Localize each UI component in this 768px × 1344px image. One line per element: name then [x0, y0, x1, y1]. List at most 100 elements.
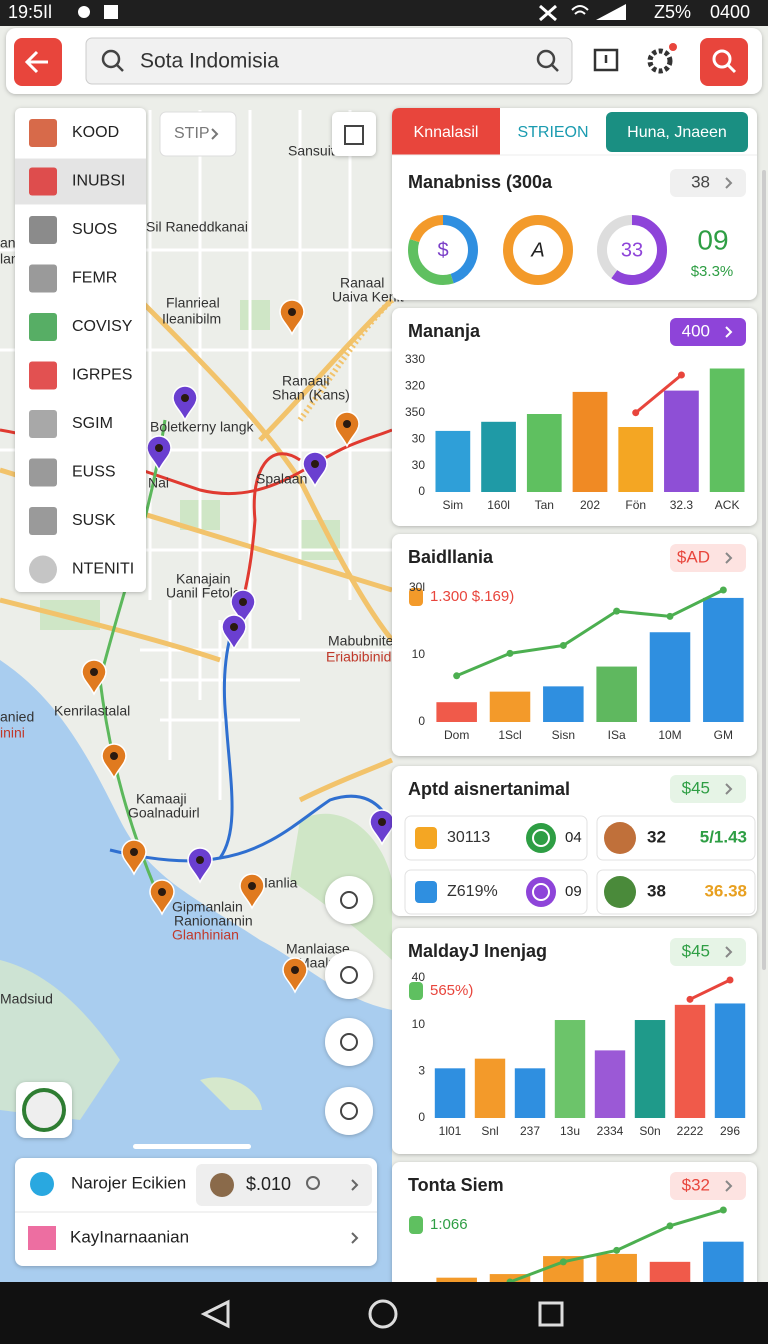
menu-item[interactable]: EUSS — [72, 464, 116, 481]
map-label: lan — [0, 251, 19, 267]
menu-item[interactable]: SUOS — [72, 221, 117, 238]
y-tick-label: 30 — [412, 431, 426, 445]
menu-item[interactable]: NTENITI — [72, 561, 134, 578]
map-label: Sil Raneddkanai — [146, 219, 248, 235]
search-icon[interactable] — [536, 49, 556, 69]
stat-label: Z619% — [447, 883, 498, 900]
pin-dot — [288, 308, 296, 316]
badge-label: $45 — [682, 941, 710, 960]
map-action-icon — [340, 966, 358, 984]
y-tick-label: 0 — [418, 1110, 425, 1124]
map-pin[interactable] — [279, 299, 305, 336]
badge[interactable] — [670, 544, 746, 572]
bar — [703, 597, 744, 722]
x-tick-label: Sim — [443, 498, 464, 512]
map-tool-button[interactable] — [332, 112, 376, 156]
map-label: Goalnaduirl — [128, 805, 200, 821]
bar — [649, 1261, 691, 1282]
badge[interactable] — [670, 1172, 746, 1200]
bar — [596, 1253, 637, 1282]
row-title[interactable]: KayInarnaanian — [70, 1227, 189, 1246]
map-label: Gipmanlain — [172, 899, 243, 915]
tab-label: STRIEON — [517, 124, 588, 141]
search-button[interactable] — [700, 38, 748, 86]
badge[interactable] — [670, 169, 746, 197]
nav-back[interactable] — [200, 1299, 230, 1329]
badge[interactable] — [670, 938, 746, 966]
menu-item[interactable]: FEMR — [72, 270, 117, 287]
stat-cell[interactable] — [596, 869, 756, 915]
bar — [436, 1277, 477, 1282]
map-action-button[interactable] — [325, 951, 373, 999]
map-pin[interactable] — [172, 385, 198, 422]
card-title: Mananja — [408, 321, 481, 341]
card-title: Aptd aisnertanimal — [408, 779, 570, 799]
chevron — [351, 1232, 359, 1244]
pin-dot — [196, 856, 204, 864]
map-pin[interactable] — [121, 839, 147, 876]
map-pin[interactable] — [282, 957, 308, 994]
badge[interactable] — [670, 775, 746, 803]
bar — [714, 1003, 746, 1118]
stat-cell[interactable] — [596, 815, 756, 861]
map-pin[interactable] — [101, 743, 127, 780]
menu-icon — [29, 410, 57, 438]
stip-button[interactable] — [159, 111, 237, 157]
stip-label: STIP — [174, 125, 210, 142]
bar — [434, 1068, 466, 1118]
map-label: Shan (Kans) — [272, 387, 350, 403]
badge[interactable] — [670, 318, 746, 346]
pin-dot — [291, 966, 299, 974]
map-pin[interactable] — [334, 411, 360, 448]
menu-item[interactable]: KOOD — [72, 124, 119, 141]
y-tick-label: 40 — [412, 970, 426, 984]
x-tick-label: 237 — [520, 1124, 540, 1138]
settings-button[interactable] — [647, 48, 673, 74]
search-box[interactable] — [85, 37, 573, 85]
bar — [489, 691, 531, 722]
map-label: Madsiud — [0, 991, 53, 1007]
map-pin[interactable] — [149, 879, 175, 916]
map-pin[interactable] — [369, 809, 395, 846]
trend-point — [686, 995, 694, 1003]
chevron — [725, 946, 733, 958]
map-action-button[interactable] — [325, 1018, 373, 1066]
bar — [709, 368, 745, 492]
menu-item[interactable]: IGRPES — [72, 367, 132, 384]
map-pin[interactable] — [146, 435, 172, 472]
map-label: Kenrilastalal — [54, 703, 130, 719]
menu-item[interactable]: SUSK — [72, 512, 116, 529]
menu-icon — [29, 507, 57, 535]
x-tick-label: 32.3 — [670, 498, 694, 512]
map-pin[interactable] — [187, 847, 213, 884]
pin-dot — [239, 598, 247, 606]
status-battery: Z5% — [654, 2, 691, 22]
map-pin[interactable] — [221, 614, 247, 651]
map-pin[interactable] — [302, 451, 328, 488]
map-pin[interactable] — [239, 873, 265, 910]
donut-segment — [597, 215, 667, 285]
trend-line — [634, 373, 683, 414]
map-action-button[interactable] — [325, 876, 373, 924]
menu-item[interactable]: INUBSI — [72, 173, 125, 190]
search-icon — [306, 1176, 320, 1190]
bar — [618, 427, 654, 492]
map-action-button[interactable] — [325, 1087, 373, 1135]
row-title[interactable]: Narojer Ecikien — [71, 1173, 186, 1192]
search-icon — [116, 64, 124, 72]
tab-active[interactable] — [392, 108, 500, 155]
bar — [572, 391, 608, 492]
pin-dot — [158, 888, 166, 896]
menu-item[interactable]: SGIM — [72, 415, 113, 432]
layers-button[interactable] — [593, 48, 619, 72]
map-label: inini — [0, 725, 25, 741]
map-action-icon — [340, 1102, 358, 1120]
menu-item[interactable]: COVISY — [72, 318, 133, 335]
map-pin[interactable] — [81, 659, 107, 696]
nav-home[interactable] — [368, 1299, 398, 1329]
nav-recent[interactable] — [538, 1301, 564, 1327]
notification-dot — [669, 43, 677, 51]
pin-dot — [181, 394, 189, 402]
tab[interactable] — [606, 112, 748, 152]
map-pin[interactable] — [230, 589, 256, 626]
